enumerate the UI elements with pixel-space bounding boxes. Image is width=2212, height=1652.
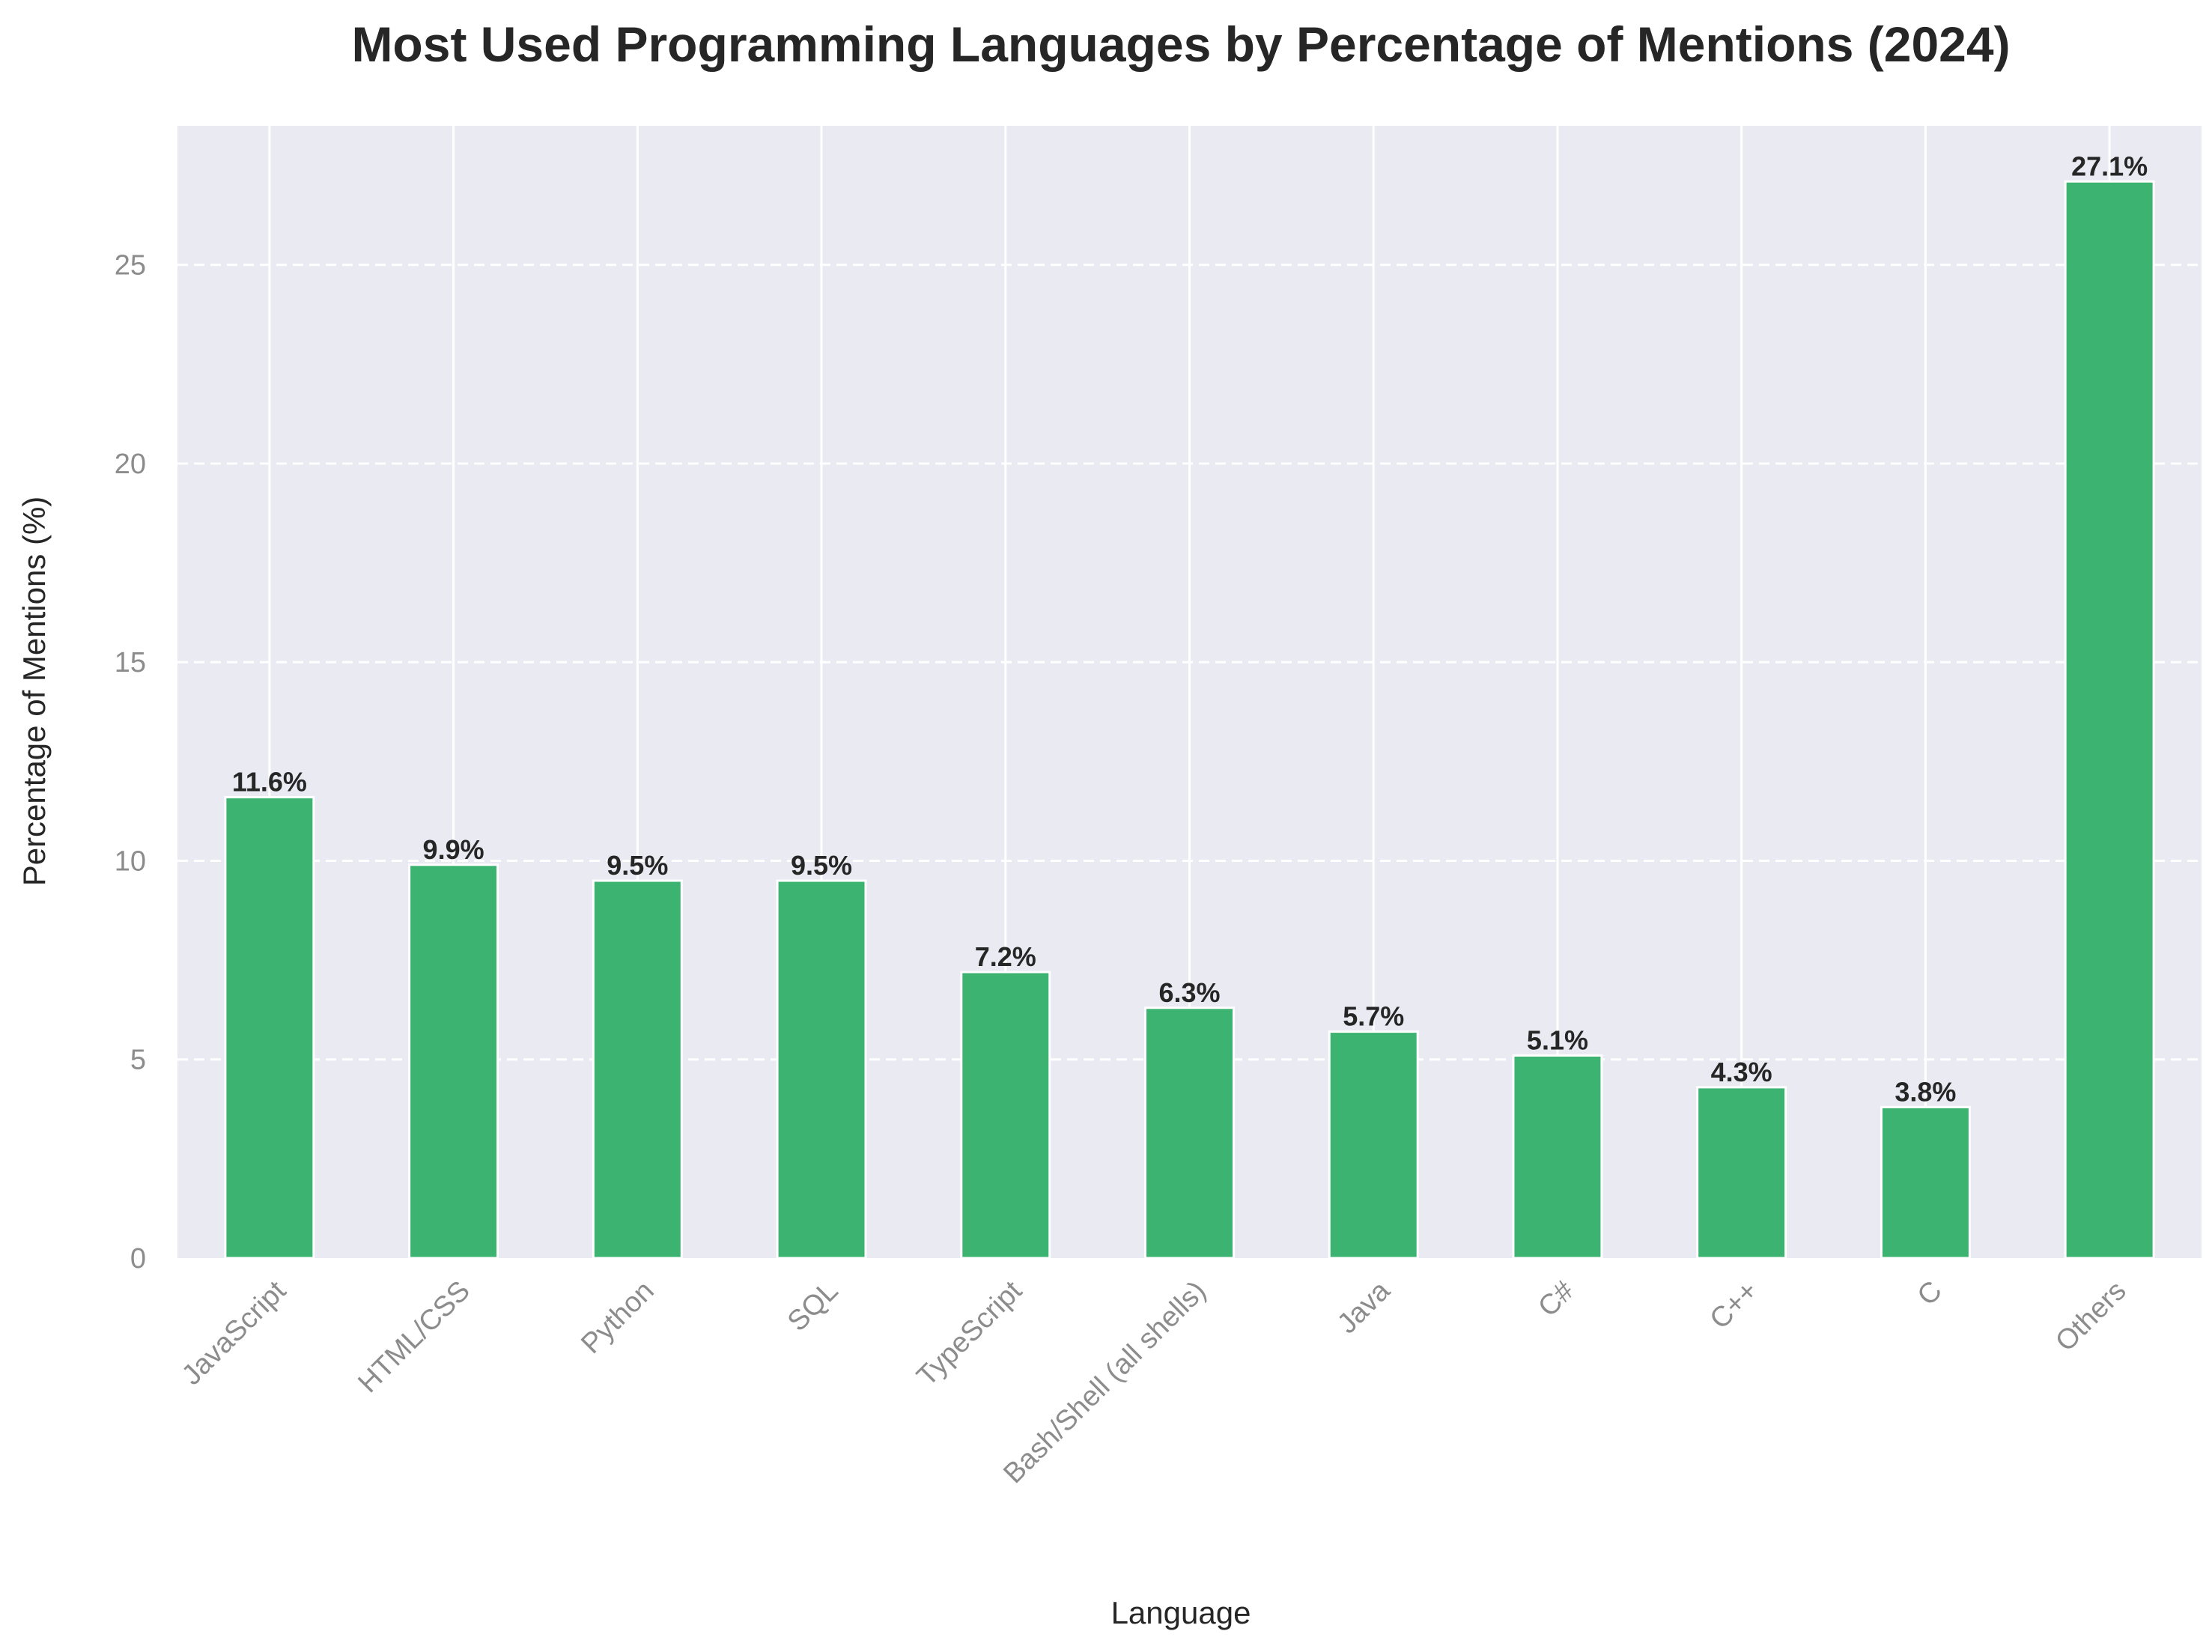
bar-c — [1880, 1105, 1971, 1260]
y-tick-label: 10 — [115, 845, 146, 877]
value-label: 9.5% — [791, 850, 852, 881]
value-label: 6.3% — [1158, 977, 1220, 1008]
value-label: 27.1% — [2071, 151, 2148, 181]
x-tick-label: JavaScript — [176, 1275, 292, 1391]
x-tick-label: Others — [2050, 1275, 2132, 1358]
value-label: 5.7% — [1343, 1001, 1404, 1032]
bar-java — [1328, 1030, 1419, 1260]
value-label: 4.3% — [1711, 1057, 1772, 1087]
bar-javascript — [224, 796, 315, 1260]
value-label: 11.6% — [232, 767, 307, 798]
bar-html-css — [408, 863, 499, 1260]
x-tick-label: Python — [575, 1275, 660, 1360]
x-tick-label: C — [1912, 1275, 1948, 1312]
y-tick-label: 20 — [115, 449, 146, 480]
y-tick-label: 5 — [130, 1045, 146, 1076]
bar-bash-shell-all-shells- — [1144, 1006, 1235, 1260]
value-label: 3.8% — [1895, 1076, 1956, 1107]
value-label: 9.9% — [423, 834, 484, 865]
x-tick-label: Java — [1331, 1275, 1397, 1340]
x-tick-label: SQL — [782, 1275, 844, 1337]
x-tick-label: Bash/Shell (all shells) — [997, 1275, 1212, 1490]
value-label: 5.1% — [1527, 1024, 1588, 1055]
bar-c- — [1696, 1086, 1787, 1260]
bar-others — [2064, 180, 2155, 1260]
x-axis-label: Language — [1111, 1595, 1251, 1630]
x-tick-label: C++ — [1704, 1275, 1764, 1335]
chart-title: Most Used Programming Languages by Perce… — [351, 16, 2010, 72]
y-axis-label: Percentage of Mentions (%) — [16, 496, 52, 887]
x-tick-label: TypeScript — [911, 1275, 1028, 1392]
y-tick-labels: 0 5 10 15 20 25 — [115, 250, 146, 1275]
x-tick-label: HTML/CSS — [352, 1275, 476, 1400]
value-label: 9.5% — [607, 850, 668, 881]
bar-c- — [1512, 1054, 1603, 1260]
bar-sql — [776, 879, 867, 1260]
x-tick-labels: JavaScript HTML/CSS Python SQL TypeScriptBas… — [176, 1275, 2132, 1489]
bar-python — [592, 879, 683, 1260]
value-labels: 11.6% 9.9% 9.5% 9.5% 7.2% 6.3% 5.7% 5.1% 4.3% 3.8… — [232, 151, 2148, 1107]
y-tick-label: 25 — [115, 250, 146, 282]
bar-typescript — [960, 971, 1051, 1260]
y-tick-label: 15 — [115, 647, 146, 678]
x-tick-label: C# — [1532, 1275, 1580, 1323]
value-label: 7.2% — [975, 941, 1036, 972]
y-tick-label: 0 — [130, 1243, 146, 1275]
bars — [224, 180, 2155, 1260]
